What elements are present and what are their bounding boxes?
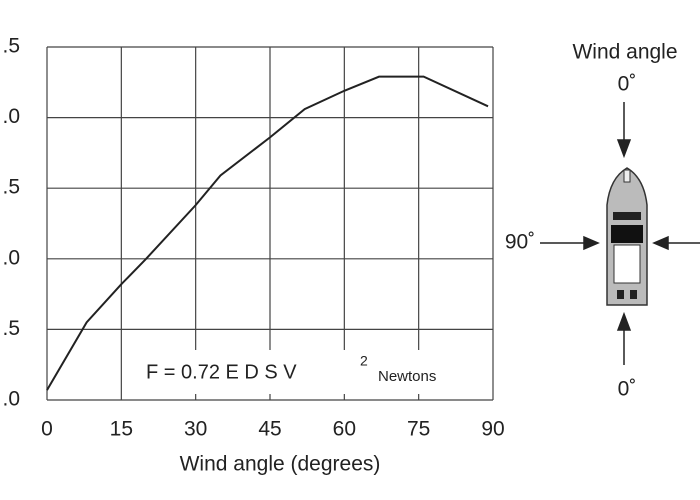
angle-left: 90˚	[505, 231, 535, 254]
x-tick-label: 15	[110, 418, 133, 441]
engine	[617, 290, 624, 299]
x-tick-label: 0	[41, 418, 53, 441]
arrowhead	[616, 139, 632, 159]
x-tick-label: 75	[407, 418, 430, 441]
plot-area: .0 .5 .0 .5 .0 .5 0 15 30 45 60 75 90	[2, 35, 504, 441]
y-tick-label: .0	[2, 246, 20, 269]
boat	[606, 167, 648, 306]
formula-exponent: 2	[360, 353, 368, 369]
arrowhead	[616, 311, 632, 331]
x-tick-label: 30	[184, 418, 207, 441]
diagram-title: Wind angle	[572, 41, 677, 64]
formula: F = 0.72 E D S V	[146, 361, 297, 383]
annotation-box	[140, 350, 476, 394]
arrows	[540, 102, 700, 365]
cabin	[611, 225, 643, 243]
x-tick-label: 45	[258, 418, 281, 441]
angle-bottom: 0˚	[618, 378, 637, 401]
y-tick-label: .5	[2, 176, 20, 199]
y-tick-label: .0	[2, 388, 20, 411]
y-tick-label: .5	[2, 35, 20, 58]
arrowhead	[583, 235, 600, 251]
arrowhead	[652, 235, 669, 251]
y-tick-label: .0	[2, 105, 20, 128]
engine	[630, 290, 637, 299]
angle-top: 0˚	[618, 73, 637, 96]
windshield	[613, 212, 641, 220]
bow	[623, 169, 631, 183]
formula-unit: Newtons	[378, 368, 436, 385]
line	[46, 75, 489, 391]
x-tick-label: 60	[333, 418, 356, 441]
x-axis-label: Wind angle (degrees)	[180, 453, 381, 476]
y-tick-label: .5	[2, 317, 20, 340]
deck	[613, 244, 641, 284]
x-tick-label: 90	[481, 418, 504, 441]
